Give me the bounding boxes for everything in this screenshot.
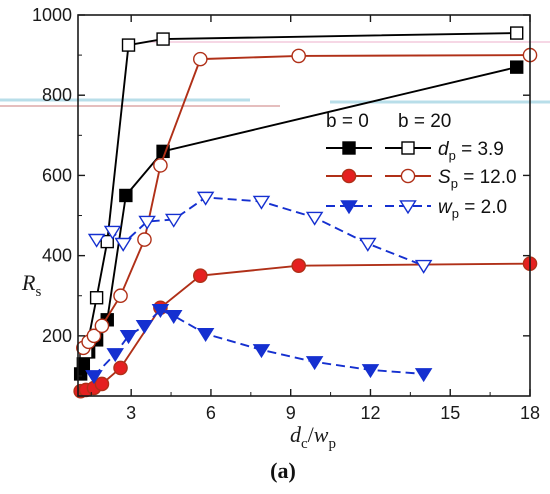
legend-col-header-b0: b = 0 [326,111,369,132]
y-tick-label: 200 [42,326,72,346]
panel-label: (a) [270,458,296,483]
y-tick-label: 600 [42,165,72,185]
data-point-triangle [361,364,380,379]
series-wp-b0 [85,303,433,385]
data-point-circle [291,48,306,64]
series-group [73,26,538,399]
data-point-triangle [414,368,433,383]
data-point-triangle [135,320,154,335]
x-tick-label: 3 [126,403,136,423]
data-point-triangle [106,348,124,363]
series-line [85,32,517,353]
legend-label: Sp = 12.0 [438,167,517,191]
data-point-triangle [151,303,170,318]
data-point-triangle [164,309,183,325]
legend-rows: dp = 3.9 Sp = 12.0 wp = 2.0 [326,139,517,221]
data-point-square [401,141,415,155]
data-point-square [510,26,524,40]
data-point-circle [137,232,152,247]
y-tick-label: 800 [42,85,72,105]
data-point-triangle [164,213,183,228]
data-point-triangle [87,233,106,248]
data-point-triangle [196,191,215,206]
data-point-square [89,291,104,305]
x-axis-label: dc/wp [290,422,336,452]
x-tick-label: 15 [440,403,460,423]
x-tick-label: 18 [520,403,540,423]
data-point-square [510,60,524,74]
axes: 3 6 9 12 15 18 200 400 600 800 1000 [32,5,540,423]
data-point-triangle [196,328,215,343]
data-point-square [76,357,91,371]
data-point-circle [113,360,128,376]
data-point-circle [86,328,102,344]
data-point-square [100,234,114,249]
data-point-triangle [305,356,324,371]
data-point-square [119,188,133,203]
data-point-circle [341,168,357,184]
data-point-triangle [103,225,122,240]
data-point-triangle [399,200,417,215]
data-point-triangle [305,211,324,226]
series-dp-b20 [79,26,524,359]
decorative-lines [0,41,550,107]
data-point-triangle [114,237,132,252]
x-tick-label: 6 [206,403,216,423]
data-point-triangle [414,259,433,274]
x-tick-label: 9 [286,403,296,423]
y-tick-label: 1000 [32,5,72,25]
data-point-triangle [340,200,358,215]
data-point-circle [113,288,128,304]
data-point-triangle [119,330,138,345]
data-point-square [156,32,170,46]
data-point-circle [94,376,110,392]
data-point-square [121,38,136,52]
x-tick-label: 12 [360,403,380,423]
data-point-triangle [85,370,103,385]
series-line [93,308,424,377]
legend-label: wp = 2.0 [438,197,507,221]
legend-label: dp = 3.9 [438,139,504,163]
legend-col-header-b20: b = 20 [398,111,451,132]
y-tick-label: 400 [42,246,72,266]
data-point-triangle [252,344,271,359]
series-wp-b20 [87,191,433,274]
y-axis-label: Rs [21,270,41,300]
data-point-triangle [138,215,156,230]
plot-frame [77,14,531,397]
data-point-circle [400,168,416,184]
data-point-square [342,141,356,155]
data-point-circle [291,258,306,273]
data-point-triangle [252,195,271,210]
data-point-circle [193,51,208,67]
series-Sp-b20 [76,47,538,356]
legend: b = 0 b = 20 dp = 3.9 Sp = 12.0 wp = 2.0 [326,111,517,221]
data-point-circle [193,268,208,283]
series-line [96,196,424,267]
data-point-circle [153,158,168,173]
data-point-triangle [359,237,377,252]
data-point-circle [94,318,110,334]
